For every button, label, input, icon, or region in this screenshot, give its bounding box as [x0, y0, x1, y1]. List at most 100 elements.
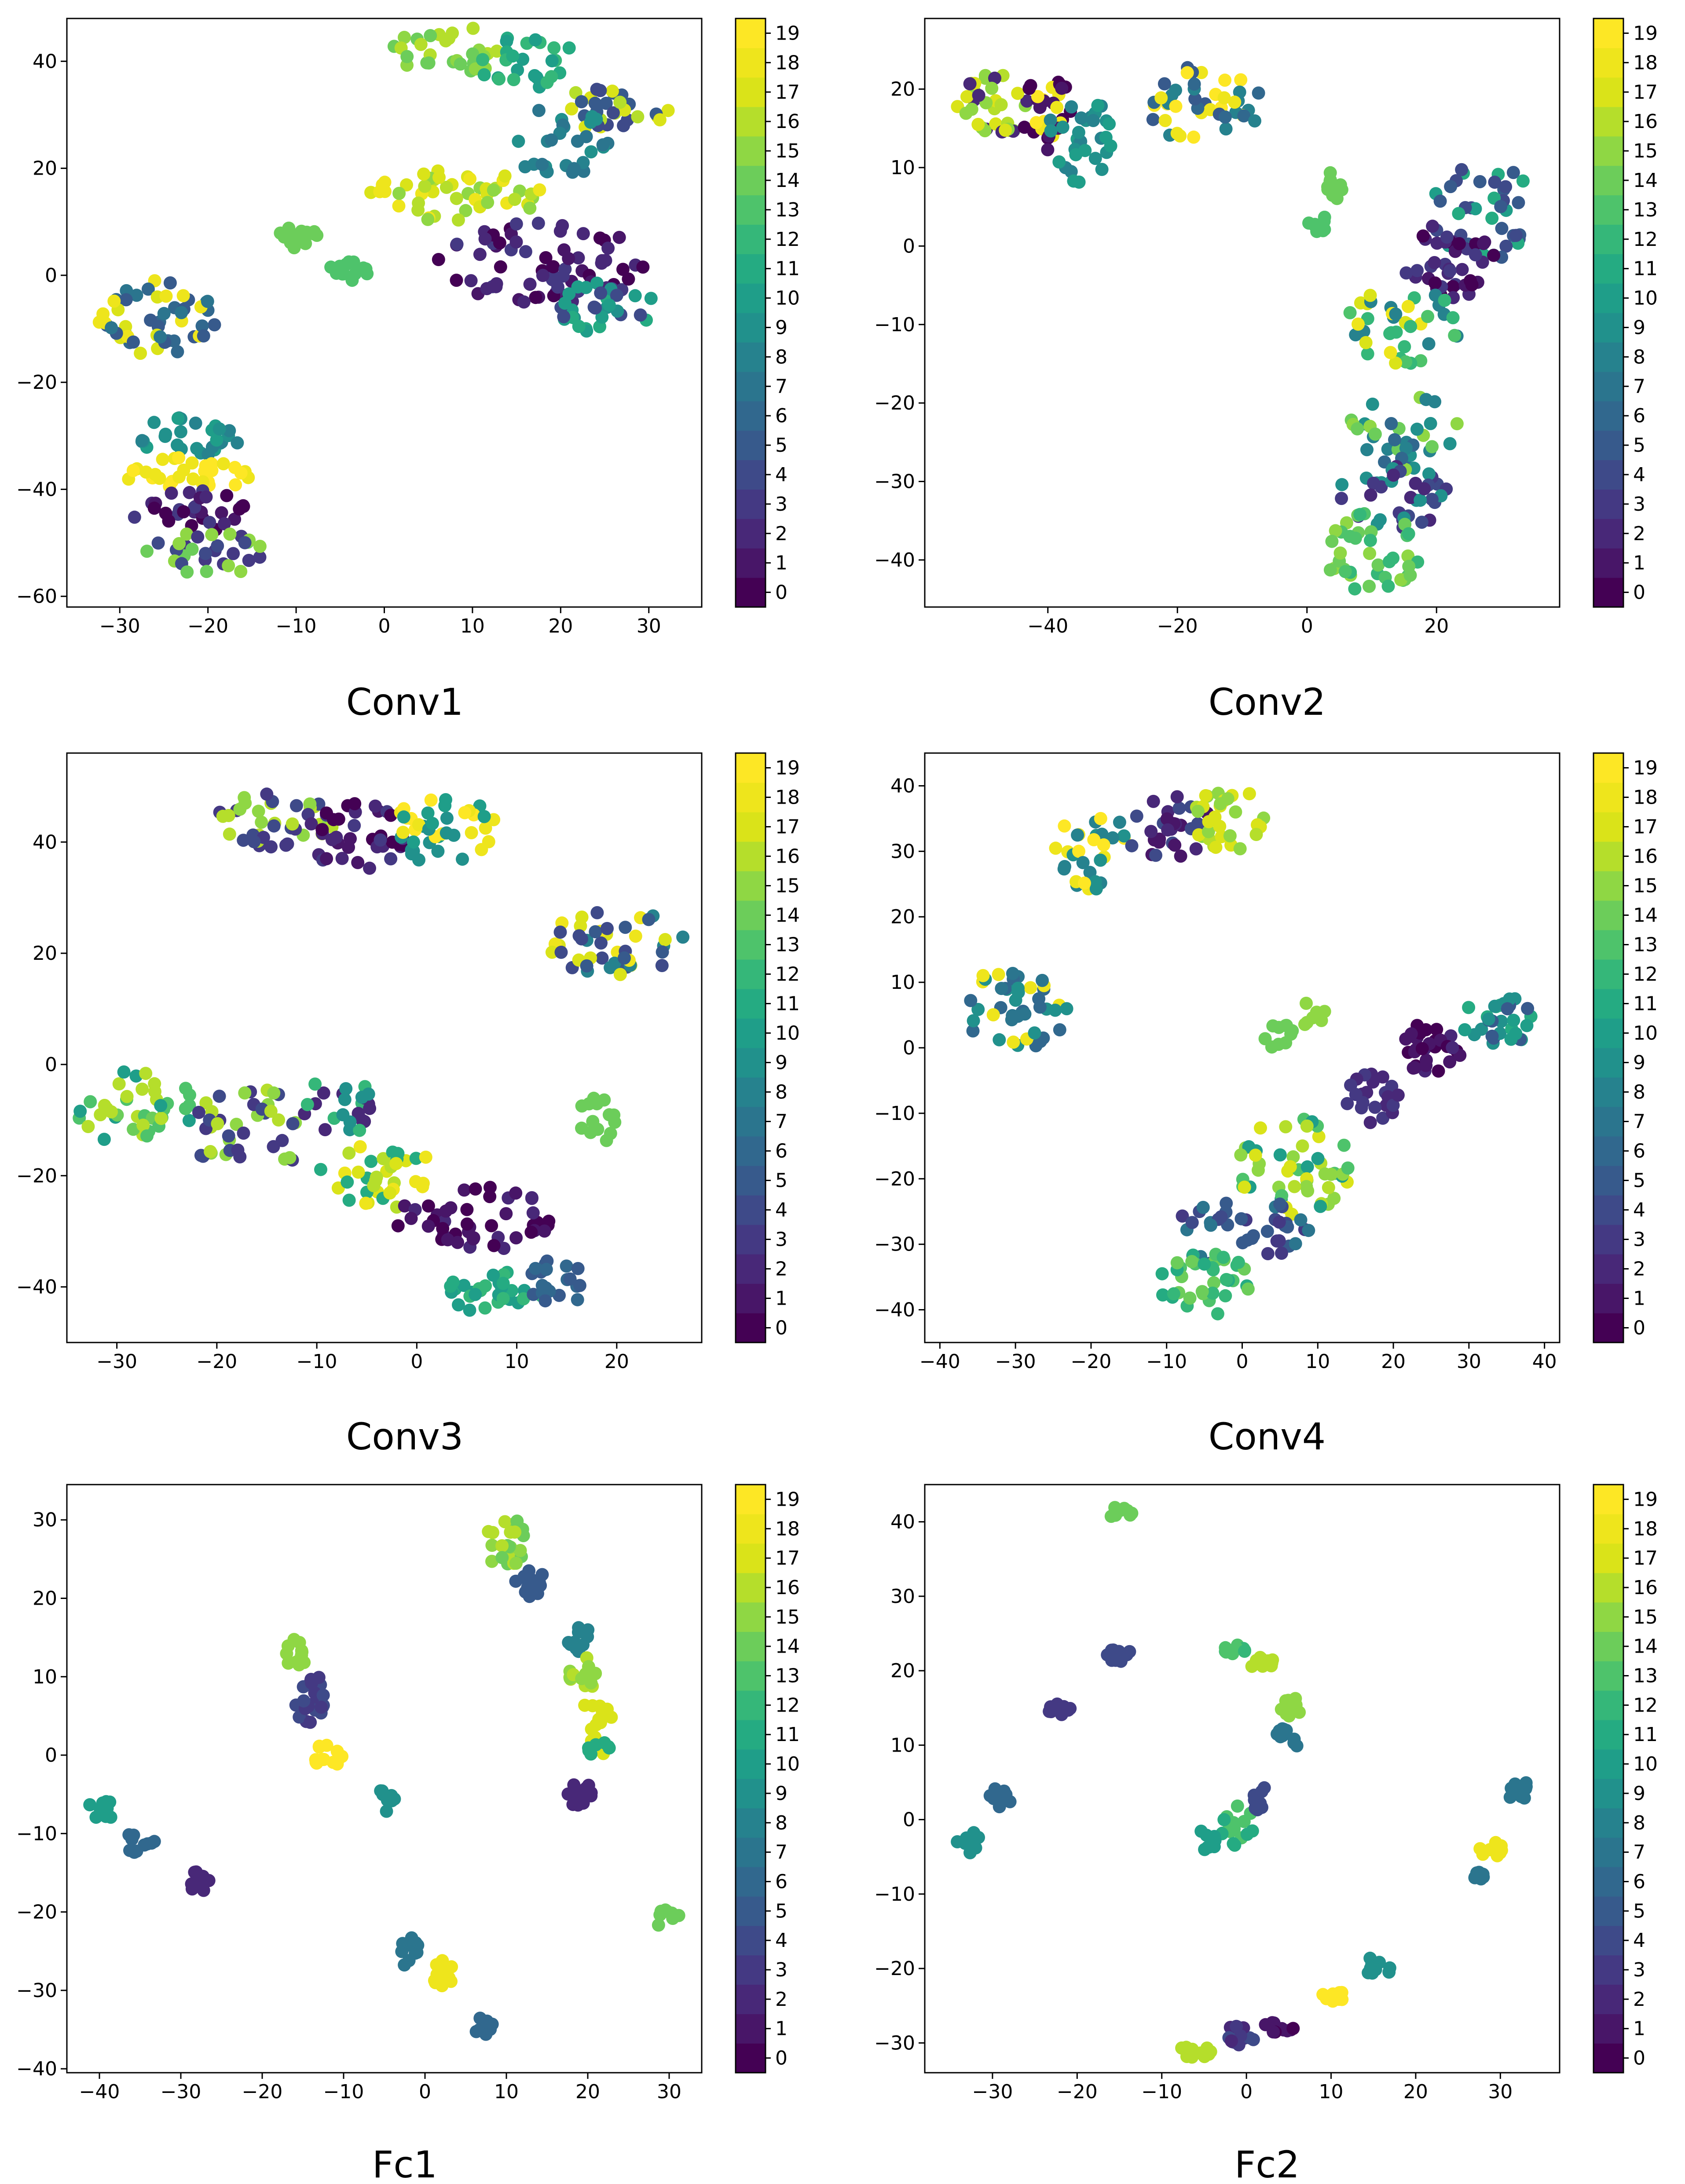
colorbar-segment — [736, 1661, 766, 1691]
scatter-point — [1386, 1098, 1400, 1112]
scatter-point — [432, 171, 446, 184]
scatter-point — [171, 345, 184, 359]
scatter-point — [1360, 443, 1374, 457]
panel-title: Conv3 — [346, 1415, 463, 1458]
scatter-point — [120, 1090, 134, 1103]
scatter-point — [585, 110, 599, 124]
scatter-point — [1485, 212, 1499, 225]
scatter-point — [315, 823, 329, 836]
scatter-point — [1473, 175, 1487, 188]
scatter-point — [993, 1800, 1006, 1814]
x-tick-label: −20 — [1070, 1350, 1111, 1373]
colorbar-segment — [736, 313, 766, 343]
scatter-point — [1103, 117, 1116, 131]
colorbar-tick-label: 2 — [1633, 523, 1645, 545]
scatter-point — [438, 799, 452, 812]
scatter-point — [1231, 1799, 1244, 1813]
scatter-point — [304, 817, 318, 830]
scatter-point — [342, 1193, 356, 1207]
colorbar-tick-label: 18 — [1633, 787, 1658, 809]
colorbar-segment — [736, 1984, 766, 2014]
scatter-point — [1286, 2022, 1300, 2035]
y-tick-label: −40 — [874, 549, 915, 571]
colorbar-segment — [736, 283, 766, 313]
scatter-point — [320, 806, 333, 820]
scatter-point — [508, 193, 521, 206]
colorbar-tick-label: 0 — [775, 1317, 788, 1339]
scatter-point — [217, 517, 231, 530]
scatter-point — [363, 1101, 377, 1115]
scatter-point — [1363, 289, 1377, 302]
colorbar-tick-label: 11 — [775, 258, 800, 280]
scatter-point — [421, 1219, 435, 1233]
scatter-point — [509, 217, 523, 231]
scatter-point — [1443, 264, 1457, 278]
scatter-point — [431, 845, 445, 858]
scatter-point — [1335, 478, 1349, 491]
scatter-point — [1337, 1138, 1351, 1152]
colorbar-tick-label: 18 — [775, 51, 800, 74]
scatter-point — [1267, 2025, 1280, 2039]
scatter-point — [1174, 849, 1187, 863]
colorbar-segment — [1593, 224, 1623, 254]
scatter-point — [562, 252, 575, 265]
scatter-point — [593, 84, 607, 97]
scatter-point — [1279, 1120, 1293, 1134]
colorbar-tick-label: 11 — [1633, 1723, 1658, 1746]
scatter-point — [392, 199, 406, 213]
scatter-point — [539, 1281, 553, 1295]
scatter-point — [1428, 256, 1441, 269]
x-tick-label: 10 — [1319, 2081, 1344, 2103]
colorbar-segment — [1593, 1543, 1623, 1573]
scatter-point — [1053, 1023, 1066, 1037]
scatter-point — [1156, 1288, 1169, 1302]
scatter-point — [159, 428, 172, 441]
scatter-point — [107, 294, 121, 308]
colorbar-segment — [736, 1602, 766, 1632]
y-tick-label: −20 — [16, 1165, 57, 1187]
colorbar-segment — [1593, 1166, 1623, 1196]
scatter-point — [1214, 1210, 1228, 1224]
scatter-point — [1494, 200, 1508, 213]
scatter-point — [1233, 85, 1246, 99]
scatter-point — [122, 1828, 136, 1842]
scatter-point — [195, 319, 209, 333]
scatter-point — [485, 1219, 498, 1233]
colorbar-tick-label: 0 — [775, 2047, 788, 2070]
x-tick-label: −20 — [242, 2081, 283, 2103]
colorbar-segment — [1593, 1514, 1623, 1544]
colorbar-segment — [736, 753, 766, 783]
colorbar-segment — [1593, 1602, 1623, 1632]
colorbar-tick-label: 17 — [1633, 1547, 1658, 1569]
scatter-point — [1512, 196, 1525, 209]
colorbar-tick-label: 17 — [775, 816, 800, 838]
scatter-point — [1495, 1844, 1508, 1857]
scatter-point — [1488, 176, 1502, 189]
scatter-point — [1006, 967, 1019, 980]
y-tick-label: −10 — [874, 314, 915, 336]
scatter-point — [481, 196, 495, 209]
y-tick-label: 10 — [33, 1666, 57, 1688]
scatter-point — [988, 71, 1001, 85]
scatter-point — [440, 180, 453, 194]
colorbar-tick-label: 19 — [775, 1488, 800, 1511]
colorbar-tick-label: 7 — [775, 375, 788, 398]
scatter-point — [418, 179, 432, 193]
scatter-point — [172, 451, 186, 465]
scatter-point — [363, 861, 376, 875]
scatter-point — [571, 135, 584, 148]
scatter-point — [1446, 311, 1460, 325]
colorbar-tick-label: 9 — [1633, 316, 1645, 339]
colorbar-segment — [1593, 989, 1623, 1019]
scatter-point — [359, 1196, 373, 1210]
scatter-point — [1101, 1648, 1114, 1662]
scatter-point — [432, 253, 445, 266]
x-tick-label: −30 — [995, 1350, 1036, 1373]
scatter-point — [1095, 163, 1109, 176]
scatter-point — [1478, 235, 1491, 249]
scatter-point — [976, 969, 990, 982]
scatter-point — [509, 1231, 523, 1244]
x-tick-label: −10 — [1146, 1350, 1187, 1373]
x-tick-label: 0 — [1301, 615, 1313, 637]
